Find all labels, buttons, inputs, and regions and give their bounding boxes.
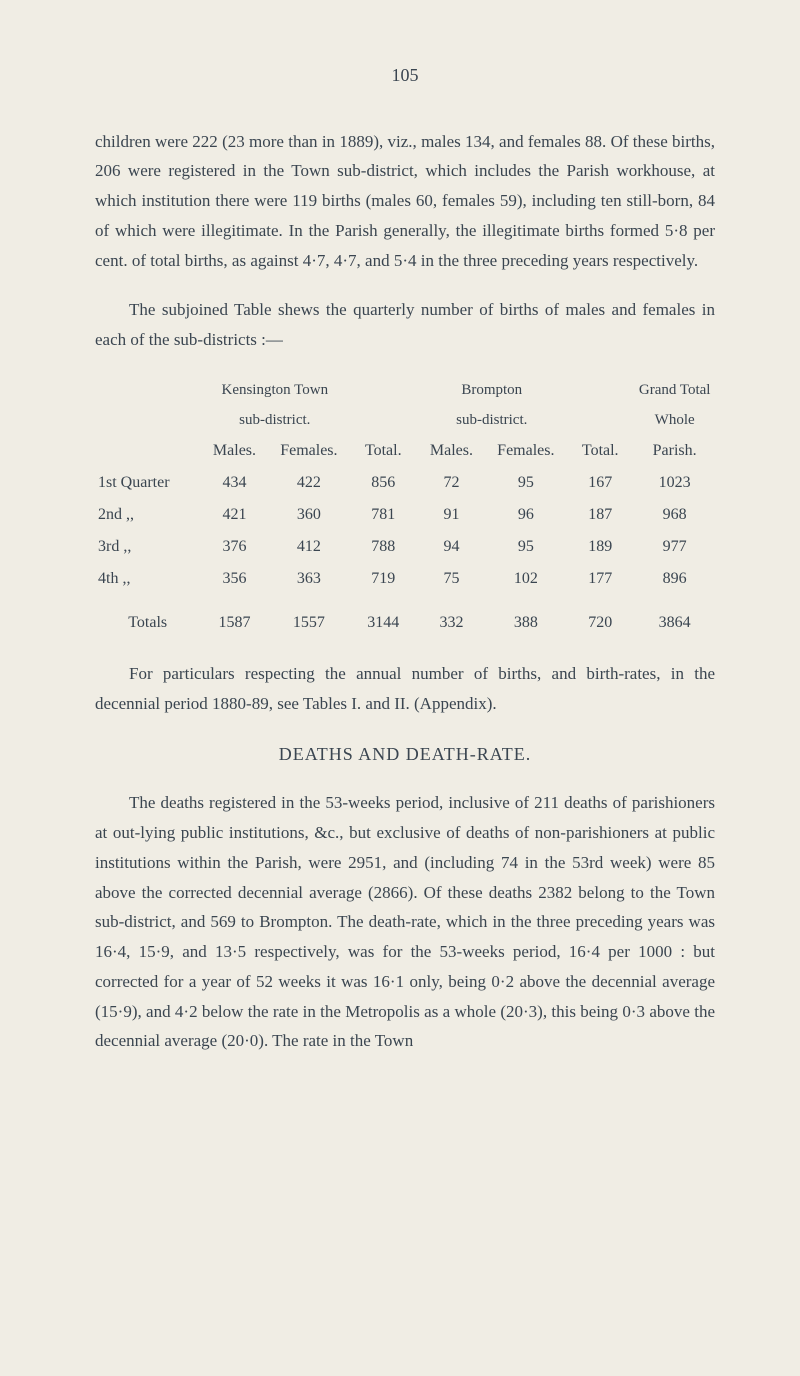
col-group-kensington: Kensington Town: [200, 375, 349, 405]
cell: 856: [349, 467, 417, 499]
cell: 388: [486, 595, 567, 639]
th-total-2: Total.: [566, 435, 634, 467]
table-totals-row: Totals 1587 1557 3144 332 388 720 3864: [95, 595, 715, 639]
cell: 360: [269, 499, 350, 531]
table-row: 2nd ,, 421 360 781 91 96 187 968: [95, 499, 715, 531]
cell: 75: [417, 563, 485, 595]
cell: 968: [634, 499, 715, 531]
col-group-brompton: Brompton: [417, 375, 566, 405]
th-females-1: Females.: [269, 435, 350, 467]
cell: 781: [349, 499, 417, 531]
cell: 356: [200, 563, 268, 595]
col-group-kensington-sub: sub-district.: [200, 405, 349, 435]
page-container: 105 children were 222 (23 more than in 1…: [0, 0, 800, 1116]
col-group-whole: Whole: [634, 405, 715, 435]
th-females-2: Females.: [486, 435, 567, 467]
paragraph-2: The subjoined Table shews the quarterly …: [95, 295, 715, 355]
table-group-row-2: sub-district. sub-district. Whole: [95, 405, 715, 435]
table-row: 3rd ,, 376 412 788 94 95 189 977: [95, 531, 715, 563]
table-header-row: Males. Females. Total. Males. Females. T…: [95, 435, 715, 467]
cell: 977: [634, 531, 715, 563]
th-blank: [95, 435, 200, 467]
cell: 187: [566, 499, 634, 531]
cell: 91: [417, 499, 485, 531]
col-group-grandtotal: Grand Total: [634, 375, 715, 405]
th-parish: Parish.: [634, 435, 715, 467]
cell: 719: [349, 563, 417, 595]
cell: 1587: [200, 595, 268, 639]
cell: 332: [417, 595, 485, 639]
table-group-row-1: Kensington Town Brompton Grand Total: [95, 375, 715, 405]
row-label: 3rd ,,: [95, 531, 200, 563]
row-label: 2nd ,,: [95, 499, 200, 531]
cell: 102: [486, 563, 567, 595]
cell: 421: [200, 499, 268, 531]
cell: 94: [417, 531, 485, 563]
cell: 167: [566, 467, 634, 499]
cell: 434: [200, 467, 268, 499]
cell: 412: [269, 531, 350, 563]
section-heading-deaths: DEATHS AND DEATH-RATE.: [95, 739, 715, 771]
cell: 95: [486, 531, 567, 563]
cell: 896: [634, 563, 715, 595]
paragraph-1: children were 222 (23 more than in 1889)…: [95, 127, 715, 276]
row-label: 4th ,,: [95, 563, 200, 595]
cell: 189: [566, 531, 634, 563]
cell: 1557: [269, 595, 350, 639]
col-group-brompton-sub: sub-district.: [417, 405, 566, 435]
totals-label: Totals: [95, 595, 200, 639]
cell: 376: [200, 531, 268, 563]
th-males-2: Males.: [417, 435, 485, 467]
cell: 95: [486, 467, 567, 499]
cell: 1023: [634, 467, 715, 499]
cell: 720: [566, 595, 634, 639]
cell: 72: [417, 467, 485, 499]
cell: 363: [269, 563, 350, 595]
th-males-1: Males.: [200, 435, 268, 467]
row-label: 1st Quarter: [95, 467, 200, 499]
th-total-1: Total.: [349, 435, 417, 467]
cell: 3864: [634, 595, 715, 639]
table-row: 4th ,, 356 363 719 75 102 177 896: [95, 563, 715, 595]
cell: 422: [269, 467, 350, 499]
paragraph-3: For particulars respecting the annual nu…: [95, 659, 715, 719]
cell: 177: [566, 563, 634, 595]
page-number: 105: [95, 60, 715, 92]
cell: 788: [349, 531, 417, 563]
cell: 96: [486, 499, 567, 531]
paragraph-4: The deaths registered in the 53-weeks pe…: [95, 788, 715, 1056]
cell: 3144: [349, 595, 417, 639]
table-row: 1st Quarter 434 422 856 72 95 167 1023: [95, 467, 715, 499]
births-table: Kensington Town Brompton Grand Total sub…: [95, 375, 715, 640]
